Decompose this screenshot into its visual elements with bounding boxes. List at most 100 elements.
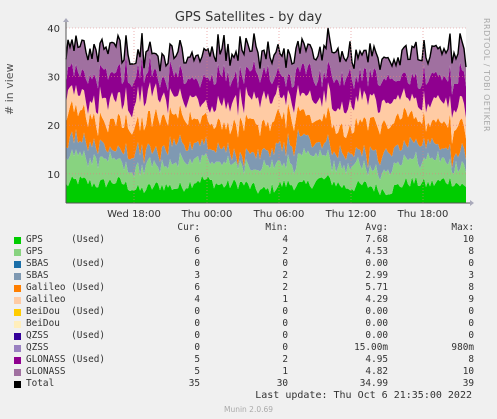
- legend-row: BeiDou 0 0 0.00 0: [10, 318, 488, 330]
- legend-name: Galileo (Used): [26, 282, 106, 293]
- x-tick-label: Thu 12:00: [325, 209, 377, 220]
- header-avg: Avg:: [365, 222, 388, 233]
- munin-version: Munin 2.0.69: [223, 405, 274, 414]
- y-tick-label: 30: [47, 73, 60, 84]
- legend-avg: 5.71: [365, 282, 388, 293]
- legend-row: SBAS 3 2 2.99 3: [10, 270, 488, 282]
- legend-swatch: [14, 273, 21, 280]
- legend-name: QZSS (Used): [26, 330, 106, 341]
- legend-name: BeiDou (Used): [26, 306, 106, 317]
- legend-swatch: [14, 357, 21, 364]
- legend-name: Galileo: [26, 294, 66, 305]
- legend-name: GPS (Used): [26, 234, 106, 245]
- legend-avg: 2.99: [365, 270, 388, 281]
- legend-row: GLONASS (Used) 5 2 4.95 8: [10, 354, 488, 366]
- legend-min: 0: [282, 258, 288, 269]
- legend-name: QZSS: [26, 342, 49, 353]
- legend-swatch: [14, 297, 21, 304]
- legend-name: SBAS (Used): [26, 258, 106, 269]
- legend-row: Total 35 30 34.99 39: [10, 378, 488, 390]
- area-gps-used: [66, 174, 466, 203]
- legend-row: GPS (Used) 6 4 7.68 10: [10, 234, 488, 246]
- legend-cur: 0: [194, 342, 200, 353]
- legend-max: 10: [462, 366, 474, 377]
- legend-swatch: [14, 249, 21, 256]
- legend-name: GPS: [26, 246, 43, 257]
- legend-min: 2: [282, 270, 288, 281]
- x-tick-label: Wed 18:00: [107, 209, 161, 220]
- legend-swatch: [14, 381, 21, 388]
- legend-avg: 15.00m: [354, 342, 388, 353]
- legend-max: 10: [462, 234, 474, 245]
- header-cur: Cur:: [177, 222, 200, 233]
- legend-avg: 0.00: [365, 330, 388, 341]
- y-tick-label: 20: [47, 121, 60, 132]
- area-glonass-used: [66, 55, 466, 118]
- legend-row: QZSS (Used) 0 0 0.00 0: [10, 330, 488, 342]
- legend-min: 1: [282, 294, 288, 305]
- x-tick-label: Thu 18:00: [397, 209, 449, 220]
- legend-min: 0: [282, 342, 288, 353]
- legend-min: 2: [282, 282, 288, 293]
- legend-cur: 6: [194, 282, 200, 293]
- legend-swatch: [14, 369, 21, 376]
- legend-swatch: [14, 321, 21, 328]
- legend-min: 1: [282, 366, 288, 377]
- legend-max: 0: [468, 318, 474, 329]
- area-galileo: [66, 82, 466, 144]
- chart-title: GPS Satellites - by day: [174, 10, 323, 25]
- legend-cur: 0: [194, 318, 200, 329]
- legend-row: GLONASS 5 1 4.82 10: [10, 366, 488, 378]
- legend-min: 0: [282, 330, 288, 341]
- legend-avg: 4.82: [365, 366, 388, 377]
- area-sbas: [66, 129, 466, 181]
- legend-name: SBAS: [26, 270, 49, 281]
- legend-table: Cur: Min: Avg: Max: GPS (Used) 6 4 7.68 10 GP…: [10, 222, 488, 390]
- legend-avg: 34.99: [359, 378, 388, 389]
- legend-row: BeiDou (Used) 0 0 0.00 0: [10, 306, 488, 318]
- legend-min: 0: [282, 318, 288, 329]
- legend-cur: 35: [188, 378, 200, 389]
- legend-swatch: [14, 345, 21, 352]
- legend-swatch: [14, 237, 21, 244]
- legend-avg: 0.00: [365, 258, 388, 269]
- legend-max: 3: [468, 270, 474, 281]
- x-tick-label: Thu 00:00: [181, 209, 233, 220]
- header-min: Min:: [265, 222, 288, 233]
- legend-swatch: [14, 333, 21, 340]
- legend-swatch: [14, 261, 21, 268]
- x-axis-arrow: [470, 200, 474, 206]
- legend-max: 9: [468, 294, 474, 305]
- legend-row: SBAS (Used) 0 0 0.00 0: [10, 258, 488, 270]
- legend-max: 0: [468, 258, 474, 269]
- legend-swatch: [14, 309, 21, 316]
- legend-max: 0: [468, 330, 474, 341]
- last-update: Last update: Thu Oct 6 21:35:00 2022: [255, 390, 472, 401]
- y-tick-label: 40: [47, 24, 60, 35]
- legend-avg: 7.68: [365, 234, 388, 245]
- legend-cur: 4: [194, 294, 200, 305]
- legend-avg: 0.00: [365, 318, 388, 329]
- legend-min: 0: [282, 306, 288, 317]
- legend-name: GLONASS (Used): [26, 354, 106, 365]
- area-glonass: [66, 26, 466, 95]
- legend-row: Galileo (Used) 6 2 5.71 8: [10, 282, 488, 294]
- header-max: Max:: [451, 222, 474, 233]
- legend-avg: 4.29: [365, 294, 388, 305]
- area-galileo-used: [66, 100, 466, 169]
- legend-name: Total: [26, 378, 55, 389]
- area-gps: [66, 147, 466, 196]
- legend-header: Cur: Min: Avg: Max:: [10, 222, 488, 234]
- legend-max: 39: [462, 378, 474, 389]
- legend-max: 0: [468, 306, 474, 317]
- legend-cur: 0: [194, 306, 200, 317]
- rrdtool-credit: RRDTOOL / TOBI OETIKER: [482, 18, 491, 133]
- series-total-line: [65, 27, 467, 72]
- legend-name: BeiDou: [26, 318, 60, 329]
- legend-min: 4: [282, 234, 288, 245]
- x-tick-label: Thu 06:00: [253, 209, 305, 220]
- y-tick-label: 10: [47, 170, 60, 181]
- legend-max: 980m: [451, 342, 474, 353]
- legend-min: 2: [282, 354, 288, 365]
